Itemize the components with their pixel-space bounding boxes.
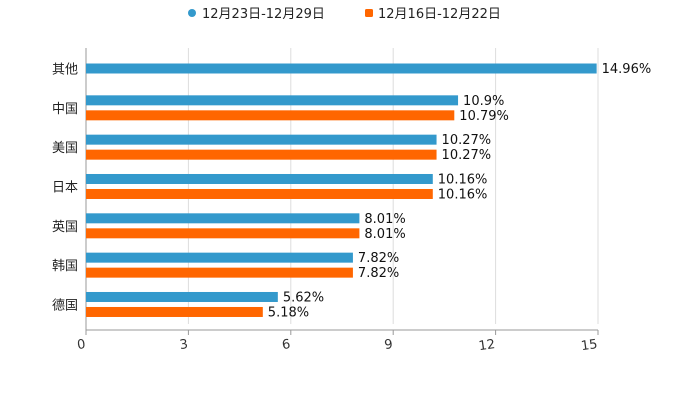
bar-series-1[interactable]	[86, 134, 437, 145]
bar-series-1[interactable]	[86, 291, 278, 302]
bar-series-1[interactable]	[86, 63, 597, 74]
legend-label-series-2: 12月16日-12月22日	[378, 7, 501, 22]
x-tick-label: 0	[76, 337, 86, 353]
data-label-series-2: 7.82%	[358, 266, 399, 281]
data-label-series-1: 10.9%	[463, 94, 504, 109]
bar-series-2[interactable]	[86, 306, 263, 317]
x-tick-label: 6	[281, 337, 291, 353]
data-label-series-1: 10.27%	[442, 133, 492, 148]
category-label: 中国	[52, 102, 78, 117]
data-label-series-2: 8.01%	[364, 227, 405, 242]
category-label: 美国	[52, 141, 78, 156]
bar-series-2[interactable]	[86, 110, 455, 121]
bar-series-2[interactable]	[86, 267, 353, 278]
data-label-series-1: 5.62%	[283, 290, 324, 305]
data-label-series-1: 7.82%	[358, 251, 399, 266]
legend-marker-series-1	[188, 9, 196, 17]
category-label: 其他	[52, 63, 78, 78]
bar-series-1[interactable]	[86, 173, 433, 184]
data-label-series-2: 10.16%	[438, 187, 488, 202]
category-label: 英国	[52, 220, 78, 235]
x-tick-label: 15	[580, 337, 598, 354]
bar-series-2[interactable]	[86, 188, 433, 199]
category-label: 德国	[52, 298, 78, 313]
legend-marker-series-2	[365, 9, 373, 17]
gridlines	[187, 48, 599, 324]
data-labels: 14.96% 10.9%10.79% 10.27%10.27% 10.16%10.16…	[268, 62, 651, 320]
x-tick-label: 3	[179, 337, 189, 353]
data-label-series-2: 5.18%	[268, 305, 309, 320]
data-label-series-2: 10.79%	[459, 109, 509, 124]
bar-series-1[interactable]	[86, 95, 459, 106]
x-axis-ticks: 0 3 6 9 12 15	[76, 330, 599, 354]
legend-label-series-1: 12月23日-12月29日	[202, 7, 325, 22]
data-label-series-1: 14.96%	[602, 62, 652, 77]
category-label: 韩国	[52, 259, 78, 274]
bar-series-2[interactable]	[86, 228, 360, 239]
category-label: 日本	[52, 180, 78, 195]
data-label-series-1: 8.01%	[364, 212, 405, 227]
bar-series-1[interactable]	[86, 213, 360, 224]
bar-series-2[interactable]	[86, 149, 437, 160]
bar-series-1[interactable]	[86, 252, 353, 263]
legend: 12月23日-12月29日 12月16日-12月22日	[188, 7, 501, 22]
x-tick-label: 12	[478, 337, 496, 354]
x-tick-label: 9	[383, 337, 393, 353]
bars	[86, 63, 597, 317]
data-label-series-2: 10.27%	[442, 148, 492, 163]
data-label-series-1: 10.16%	[438, 172, 488, 187]
